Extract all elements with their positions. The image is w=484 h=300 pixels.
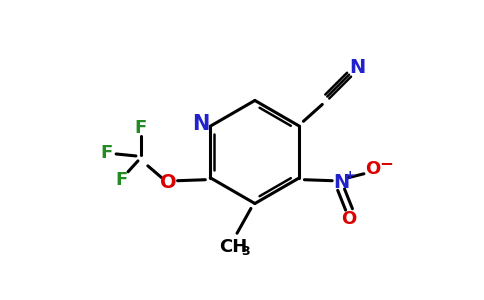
Text: +: + <box>345 169 355 182</box>
Text: CH: CH <box>219 238 247 256</box>
Text: O: O <box>160 173 177 192</box>
Text: N: N <box>333 173 349 192</box>
Text: −: − <box>379 154 393 172</box>
Text: F: F <box>100 144 112 162</box>
Text: O: O <box>341 210 357 228</box>
Text: O: O <box>365 160 380 178</box>
Text: N: N <box>349 58 365 77</box>
Text: F: F <box>115 171 127 189</box>
Text: N: N <box>192 114 209 134</box>
Text: 3: 3 <box>242 244 250 258</box>
Text: F: F <box>135 119 147 137</box>
